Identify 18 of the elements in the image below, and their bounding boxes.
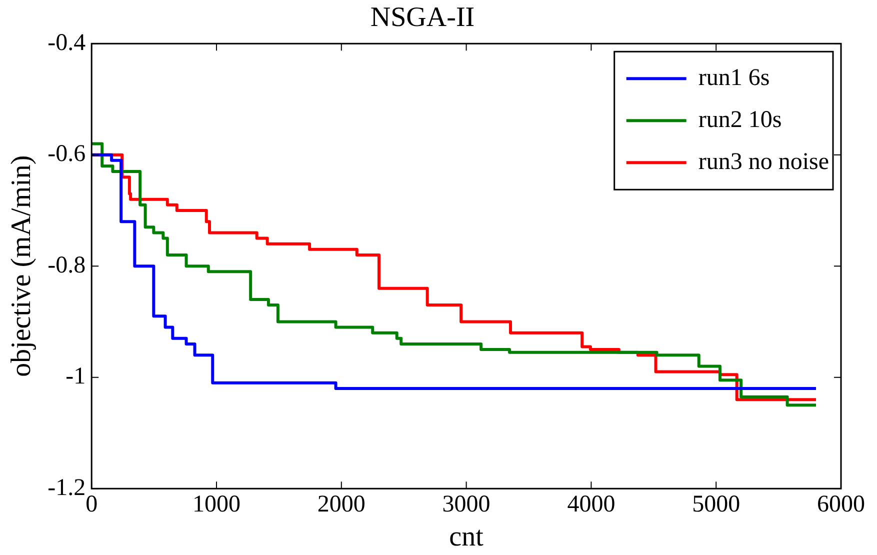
x-tick-label: 4000 (567, 491, 616, 518)
x-tick-label: 0 (86, 491, 98, 518)
x-axis-title: cnt (449, 522, 484, 553)
x-tick-label: 3000 (442, 491, 490, 518)
y-tick-label: -0.6 (48, 141, 86, 168)
y-tick-label: -1.2 (48, 474, 86, 501)
x-tick-label: 1000 (192, 491, 240, 518)
y-tick-label: -0.4 (48, 30, 86, 56)
legend-label: run2 10s (698, 106, 782, 133)
x-tick-label: 5000 (692, 491, 740, 518)
chart-title: NSGA-II (370, 2, 475, 34)
y-tick-label: -0.8 (48, 252, 86, 278)
x-tick-label: 6000 (817, 491, 865, 518)
legend-label: run3 no noise (698, 148, 830, 175)
y-tick-label: -1 (66, 364, 86, 390)
x-tick-label: 2000 (317, 491, 366, 518)
legend-label: run1 6s (698, 64, 770, 91)
y-axis-title: objective (mA/min) (6, 155, 38, 377)
